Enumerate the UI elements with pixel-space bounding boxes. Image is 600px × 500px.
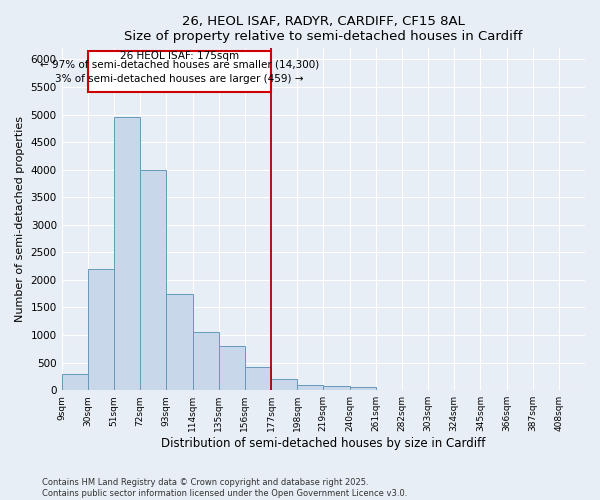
Text: Contains HM Land Registry data © Crown copyright and database right 2025.
Contai: Contains HM Land Registry data © Crown c… [42,478,407,498]
Bar [88,51,271,92]
Text: 3% of semi-detached houses are larger (459) →: 3% of semi-detached houses are larger (4… [55,74,304,84]
Bar [271,379,297,390]
Title: 26, HEOL ISAF, RADYR, CARDIFF, CF15 8AL
Size of property relative to semi-detach: 26, HEOL ISAF, RADYR, CARDIFF, CF15 8AL … [124,15,523,43]
Bar [350,388,376,390]
Bar [62,374,88,390]
Text: ← 97% of semi-detached houses are smaller (14,300): ← 97% of semi-detached houses are smalle… [40,60,319,70]
Bar [114,118,140,390]
Bar [297,384,323,390]
Bar [323,386,350,390]
Y-axis label: Number of semi-detached properties: Number of semi-detached properties [15,116,25,322]
X-axis label: Distribution of semi-detached houses by size in Cardiff: Distribution of semi-detached houses by … [161,437,485,450]
Bar [140,170,166,390]
Bar [166,294,193,390]
Bar [193,332,218,390]
Bar [245,367,271,390]
Bar [218,346,245,390]
Text: 26 HEOL ISAF: 175sqm: 26 HEOL ISAF: 175sqm [120,50,239,60]
Bar [88,269,114,390]
